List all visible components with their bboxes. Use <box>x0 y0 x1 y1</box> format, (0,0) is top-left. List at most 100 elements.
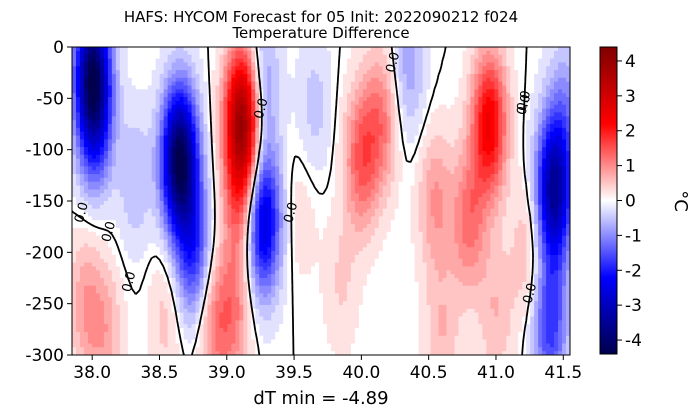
field-cell <box>111 189 117 194</box>
field-cell <box>542 62 547 67</box>
field-cell <box>91 104 97 110</box>
field-cell <box>235 108 240 114</box>
field-cell <box>87 70 93 75</box>
field-cell <box>299 81 304 87</box>
field-cell <box>414 162 420 167</box>
field-cell <box>450 116 456 121</box>
field-cell <box>319 100 324 106</box>
field-cell <box>311 139 316 144</box>
field-cell <box>139 66 145 71</box>
field-cell <box>414 104 420 110</box>
field-cell <box>283 85 288 90</box>
field-cell <box>514 70 519 75</box>
field-cell <box>111 89 117 94</box>
field-cell <box>562 147 567 152</box>
field-cell <box>514 116 519 121</box>
field-cell <box>382 124 388 129</box>
field-cell <box>370 154 376 160</box>
field-cell <box>99 50 105 56</box>
field-cell <box>466 154 471 160</box>
field-cell <box>311 158 316 164</box>
field-cell <box>478 177 483 183</box>
field-cell <box>402 58 408 63</box>
field-cell <box>123 89 129 94</box>
field-cell <box>227 116 232 121</box>
field-cell <box>127 174 133 179</box>
field-cell <box>458 70 464 75</box>
field-cell <box>410 112 416 117</box>
field-cell <box>179 166 185 171</box>
field-cell <box>275 47 280 52</box>
field-cell <box>243 62 248 67</box>
field-cell <box>386 120 392 125</box>
field-cell <box>494 81 499 87</box>
field-cell <box>243 66 248 71</box>
field-cell <box>538 158 543 164</box>
field-cell <box>390 139 396 144</box>
field-cell <box>163 66 169 71</box>
field-cell <box>267 185 272 191</box>
field-cell <box>99 185 105 191</box>
field-cell <box>291 97 296 102</box>
field-cell <box>207 66 213 71</box>
field-cell <box>322 193 328 198</box>
field-cell <box>319 112 324 117</box>
field-cell <box>546 112 551 117</box>
field-cell <box>79 62 85 67</box>
field-cell <box>223 124 228 129</box>
field-cell <box>430 170 436 175</box>
field-cell <box>231 170 236 175</box>
field-cell <box>542 189 547 194</box>
field-cell <box>466 181 471 187</box>
field-cell <box>279 193 284 198</box>
field-cell <box>143 154 149 160</box>
field-cell <box>518 185 523 191</box>
field-cell <box>319 162 324 167</box>
field-cell <box>315 62 320 67</box>
field-cell <box>95 104 101 110</box>
field-cell <box>111 120 117 125</box>
field-cell <box>494 120 499 125</box>
field-cell <box>259 62 264 67</box>
field-cell <box>534 112 539 117</box>
field-cell <box>338 116 344 121</box>
field-cell <box>426 120 432 125</box>
field-cell <box>430 62 436 67</box>
field-cell <box>83 47 89 52</box>
field-cell <box>95 147 101 152</box>
field-cell <box>151 81 157 87</box>
field-cell <box>251 143 256 148</box>
field-cell <box>243 197 248 202</box>
field-cell <box>175 147 181 152</box>
field-cell <box>542 77 547 83</box>
field-cell <box>486 185 491 191</box>
field-cell <box>474 66 479 71</box>
field-cell <box>215 154 220 160</box>
field-cell <box>430 185 436 191</box>
field-cell <box>131 66 137 71</box>
field-cell <box>215 131 220 137</box>
field-cell <box>514 108 519 114</box>
field-cell <box>175 66 181 71</box>
field-cell <box>155 93 161 98</box>
field-cell <box>518 89 523 94</box>
field-cell <box>442 66 448 71</box>
field-cell <box>518 154 523 160</box>
field-cell <box>522 147 527 152</box>
field-cell <box>518 97 523 102</box>
field-cell <box>259 66 264 71</box>
field-cell <box>183 116 189 121</box>
field-cell <box>422 189 428 194</box>
field-cell <box>398 181 404 187</box>
field-cell <box>263 193 268 198</box>
field-cell <box>362 120 368 125</box>
field-cell <box>558 70 563 75</box>
field-cell <box>430 181 436 187</box>
field-cell <box>486 81 491 87</box>
field-cell <box>506 166 511 171</box>
field-cell <box>115 181 121 187</box>
field-cell <box>346 139 352 144</box>
field-cell <box>163 73 169 79</box>
field-cell <box>446 158 452 164</box>
field-cell <box>354 116 360 121</box>
